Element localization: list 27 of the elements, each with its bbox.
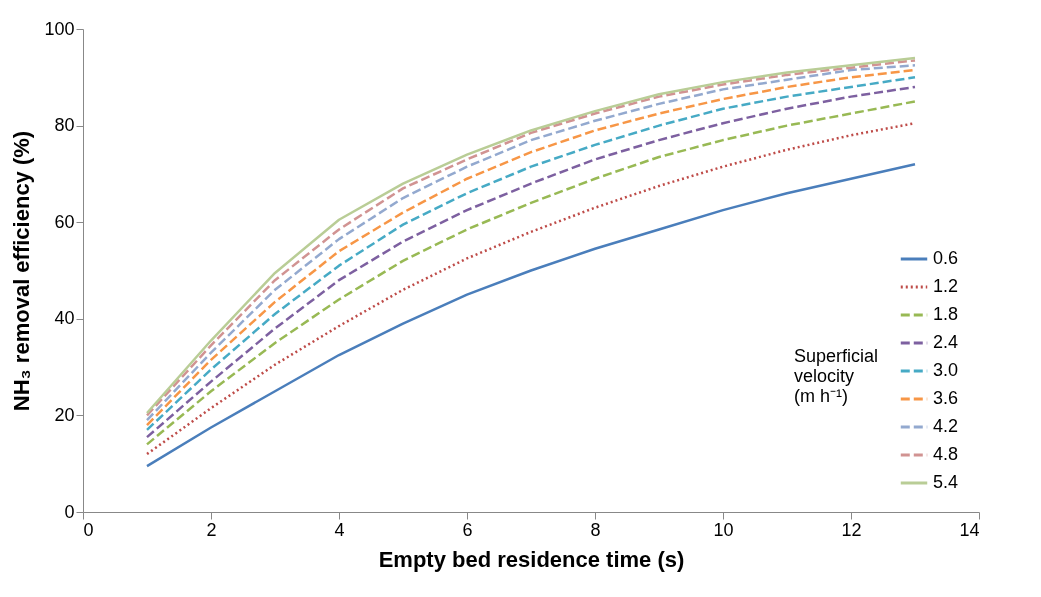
y-axis-title: NH₃ removal efficiency (%) [9,130,35,412]
legend-label: 1.8 [933,304,959,324]
line-series [145,162,917,468]
x-tick-label: 8 [590,519,601,540]
x-tick-label: 0 [83,519,94,540]
legend-label: 5.4 [933,472,959,492]
x-tick-label: 4 [334,519,345,540]
x-tick-label: 2 [206,519,217,540]
legend-label: 3.0 [933,360,959,380]
legend-label: 2.4 [933,332,959,352]
x-axis-title: Empty bed residence time (s) [378,546,685,572]
legend-label: 4.2 [933,416,959,436]
y-tick-label: 0 [64,501,75,522]
x-tick-label: 12 [841,519,862,540]
x-tick-label: 10 [713,519,734,540]
y-tick-label: 80 [54,115,75,136]
legend-title: Superficial velocity (m h⁻¹) [794,346,879,406]
legend-label: 0.6 [933,248,959,268]
y-tick-label: 20 [54,404,75,425]
legend-label: 3.6 [933,388,959,408]
x-tick-label: 6 [462,519,473,540]
legend-label: 1.2 [933,276,959,296]
y-tick-label: 40 [54,308,75,329]
legend-label: 4.8 [933,444,959,464]
x-tick-label: 14 [959,519,980,540]
y-tick-label: 60 [54,211,75,232]
y-tick-label: 100 [44,18,75,39]
